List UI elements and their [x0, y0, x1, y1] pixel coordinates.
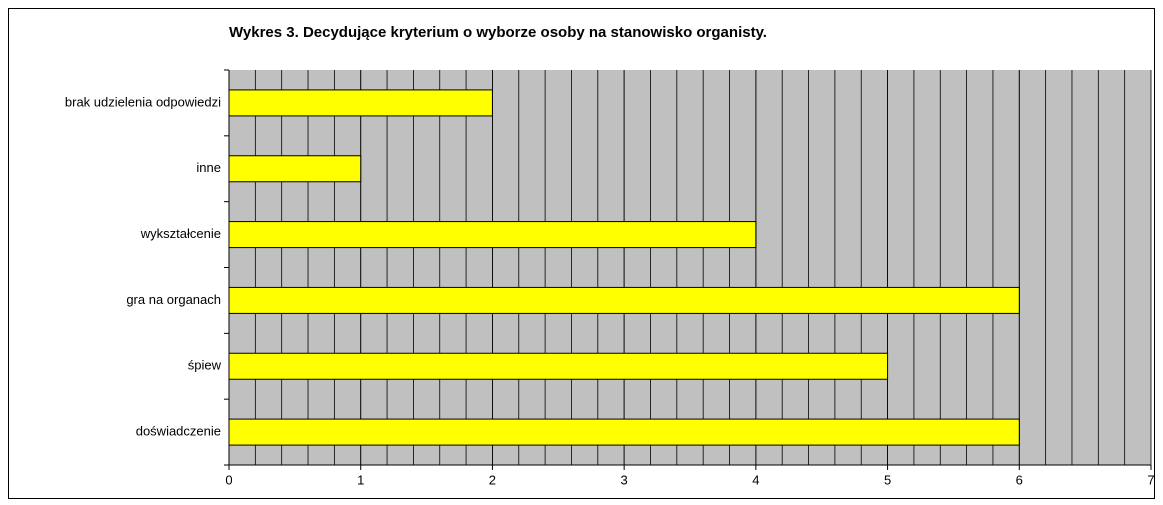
x-tick-label: 4 [752, 472, 759, 487]
y-tick-label: wykształcenie [140, 226, 221, 241]
x-tick-label: 0 [225, 472, 232, 487]
chart-title: Wykres 3. Decydujące kryterium o wyborze… [229, 24, 767, 41]
bar [228, 89, 493, 117]
y-tick-label: inne [196, 160, 221, 175]
x-tick-label: 5 [884, 472, 891, 487]
x-tick-label: 2 [489, 472, 496, 487]
bar [228, 418, 1020, 446]
x-tick-label: 7 [1147, 472, 1154, 487]
y-tick-label: doświadczenie [136, 424, 221, 439]
bar [228, 221, 757, 249]
bar [228, 155, 362, 183]
y-tick-label: gra na organach [126, 292, 221, 307]
x-tick-label: 6 [1016, 472, 1023, 487]
y-tick-label: brak udzielenia odpowiedzi [65, 94, 221, 109]
plot-area [229, 70, 1151, 465]
x-tick-label: 3 [621, 472, 628, 487]
bar [228, 352, 889, 380]
x-tick-label: 1 [357, 472, 364, 487]
bar [228, 286, 1020, 314]
y-tick-label: śpiew [188, 358, 222, 373]
